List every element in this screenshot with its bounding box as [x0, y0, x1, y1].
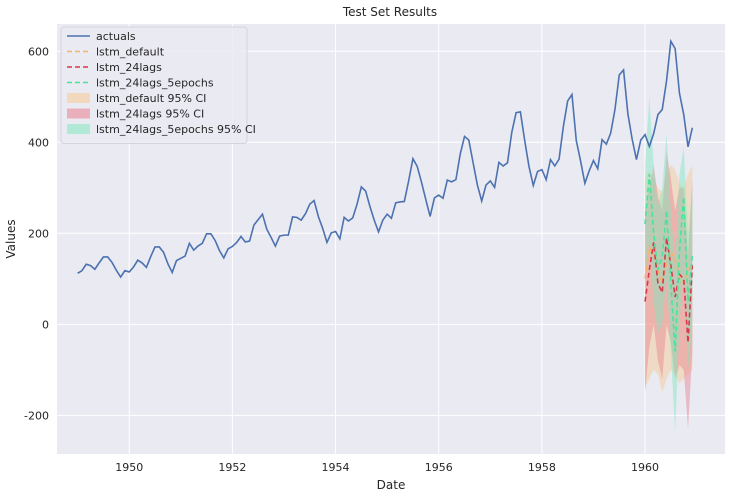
series-lines	[77, 38, 694, 352]
y-tick-label: 600	[28, 45, 49, 58]
lstm-24lags-95-ci-legend-label: lstm_24lags 95% CI	[96, 108, 204, 121]
lstm-24lags-95-ci-band	[645, 151, 693, 429]
lstm-24lags-5epochs-95-ci-band	[645, 96, 693, 434]
lstm-24lags-line	[644, 237, 694, 343]
lstm-default-95-ci-legend-swatch	[67, 93, 90, 103]
lstm-default-95-ci-band	[645, 165, 693, 393]
actuals-line	[77, 38, 694, 279]
x-tick-label: 1958	[528, 461, 556, 474]
lstm-default-95-ci-legend-label: lstm_default 95% CI	[96, 92, 206, 105]
y-tick-label: 400	[28, 136, 49, 149]
x-tick-label: 1954	[322, 461, 350, 474]
y-tick-label: -200	[24, 409, 49, 422]
lstm-24lags-5epochs-95-ci-legend-label: lstm_24lags_5epochs 95% CI	[96, 123, 256, 136]
lstm-24lags-95-ci-legend-swatch	[67, 108, 90, 119]
chart-title: Test Set Results	[342, 5, 437, 19]
lstm-24lags-5epochs-95-ci-legend-swatch	[67, 124, 90, 134]
tick-labels: 1950 1952 1954 1956 1958 1960 -200 0 200 400 600	[24, 45, 659, 474]
x-axis-label: Date	[377, 478, 406, 492]
y-tick-label: 200	[28, 227, 49, 240]
lstm-24lags-5epochs-line	[644, 174, 694, 352]
lstm-default-legend-label: lstm_default	[96, 46, 165, 59]
grid	[57, 24, 725, 454]
legend-box	[60, 26, 248, 144]
lstm-24lags-5epochs-legend-label: lstm_24lags_5epochs	[96, 77, 214, 90]
lstm-24lags-legend-label: lstm_24lags	[96, 61, 162, 74]
x-tick-label: 1952	[218, 461, 246, 474]
x-tick-label: 1950	[115, 461, 143, 474]
legend: actuals lstm_default lstm_24lags lstm_24lag…	[60, 26, 256, 144]
actuals-legend-label: actuals	[96, 30, 136, 43]
x-tick-label: 1956	[425, 461, 453, 474]
confidence-bands	[645, 96, 693, 434]
x-tick-label: 1960	[631, 461, 659, 474]
y-tick-label: 0	[42, 318, 49, 331]
y-axis-label: Values	[4, 219, 18, 258]
